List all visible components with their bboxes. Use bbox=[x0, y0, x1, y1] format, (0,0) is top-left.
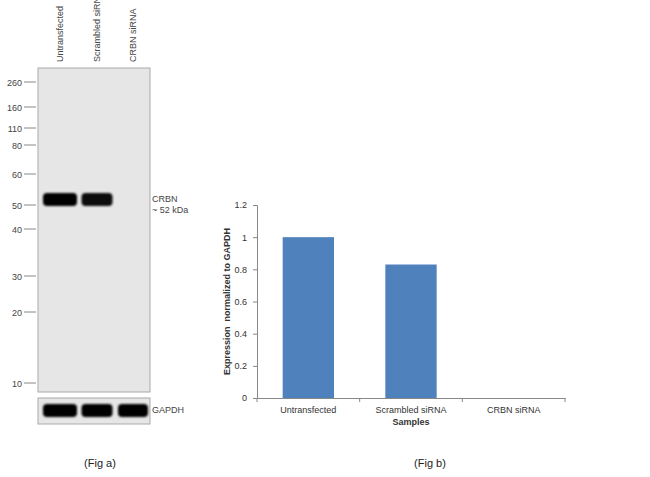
x-tick-label: CRBN siRNA bbox=[487, 405, 541, 415]
y-tick-mark bbox=[253, 205, 257, 206]
y-axis-title: Expression normalized to GAPDH bbox=[222, 228, 232, 375]
marker-tick bbox=[24, 383, 36, 384]
marker-tick bbox=[24, 174, 36, 175]
y-tick: 1 bbox=[242, 233, 257, 243]
y-tick-label: 1.2 bbox=[234, 200, 247, 210]
marker-label: 260 bbox=[7, 78, 22, 88]
y-tick: 0.2 bbox=[234, 361, 257, 371]
marker-tick bbox=[24, 145, 36, 146]
y-tick-label: 0.8 bbox=[234, 265, 247, 275]
lane-label: CRBN siRNA bbox=[128, 8, 138, 62]
marker-label: 160 bbox=[7, 103, 22, 113]
category-divider bbox=[257, 398, 258, 402]
x-tick-label: Untransfected bbox=[280, 405, 336, 415]
figure-svg: 26016011080605040302010UntransfectedScra… bbox=[0, 0, 650, 477]
bar bbox=[385, 265, 436, 398]
marker-label: 110 bbox=[8, 124, 22, 134]
y-tick-mark bbox=[253, 334, 257, 335]
x-tick: Scrambled siRNA bbox=[375, 398, 446, 415]
y-tick-mark bbox=[253, 366, 257, 367]
lane-label: Scrambled siRNA bbox=[92, 0, 102, 62]
y-tick: 0.8 bbox=[234, 265, 257, 275]
bar bbox=[488, 398, 539, 399]
caption: (Fig a) bbox=[84, 457, 116, 469]
blot-panel-gapdh bbox=[38, 398, 150, 424]
marker-label: 60 bbox=[12, 170, 22, 180]
y-tick: 0.6 bbox=[234, 297, 257, 307]
band bbox=[82, 193, 113, 206]
marker-label: 40 bbox=[12, 225, 22, 235]
y-tick-label: 0.4 bbox=[234, 329, 247, 339]
blot: 260 160 110 80 60 50 40 30 20 10 Untransfected Scra… bbox=[7, 0, 188, 424]
band bbox=[43, 404, 77, 417]
y-tick-label: 0 bbox=[242, 393, 247, 403]
marker-label: 50 bbox=[12, 201, 22, 211]
marker-tick bbox=[24, 82, 36, 83]
y-tick-label: 0.6 bbox=[234, 297, 247, 307]
y-tick: 0 bbox=[242, 393, 257, 403]
marker-tick bbox=[24, 205, 36, 206]
y-tick-mark bbox=[253, 302, 257, 303]
marker-label: 30 bbox=[12, 272, 22, 282]
x-tick-label: Scrambled siRNA bbox=[375, 405, 446, 415]
x-axis-title: Samples bbox=[392, 417, 429, 427]
marker-label: 80 bbox=[12, 141, 22, 151]
band bbox=[43, 193, 77, 206]
y-tick: 0.4 bbox=[234, 329, 257, 339]
marker-tick bbox=[24, 229, 36, 230]
y-tick-label: 0.2 bbox=[234, 361, 247, 371]
y-tick-mark bbox=[253, 269, 257, 270]
figure: 26016011080605040302010UntransfectedScra… bbox=[0, 0, 650, 477]
y-axis-line bbox=[253, 206, 258, 399]
y-tick: 1.2 bbox=[234, 200, 257, 210]
marker-tick bbox=[24, 107, 36, 108]
band-label: GAPDH bbox=[152, 405, 184, 415]
bar-chart: 0 0.2 0.4 0.6 0.8 1 1.2 Untransfected Scrambled … bbox=[222, 200, 566, 427]
x-tick: Untransfected bbox=[280, 398, 336, 415]
bar bbox=[283, 237, 334, 398]
band bbox=[118, 193, 148, 206]
category-divider bbox=[565, 398, 566, 402]
x-axis-line bbox=[258, 398, 566, 399]
y-tick-mark bbox=[253, 398, 257, 399]
x-axis: Untransfected Scrambled siRNA CRBN siRNA bbox=[258, 398, 566, 415]
marker-label: 10 bbox=[12, 379, 22, 389]
y-tick-label: 1 bbox=[242, 233, 247, 243]
blot-panel bbox=[38, 68, 150, 392]
bars bbox=[283, 237, 437, 398]
band-label: CRBN bbox=[152, 194, 178, 204]
band bbox=[82, 404, 113, 417]
category-divider bbox=[462, 398, 463, 402]
marker-tick bbox=[24, 128, 36, 129]
band bbox=[118, 404, 148, 417]
y-tick-mark bbox=[253, 237, 257, 238]
category-divider bbox=[359, 398, 360, 402]
band-size-label: ~ 52 kDa bbox=[152, 205, 188, 215]
x-tick: CRBN siRNA bbox=[487, 398, 541, 415]
marker-tick bbox=[24, 312, 36, 313]
y-axis: 0 0.2 0.4 0.6 0.8 1 1.2 bbox=[234, 200, 257, 403]
marker-label: 20 bbox=[12, 308, 22, 318]
lane-label: Untransfected bbox=[55, 6, 65, 62]
marker-tick bbox=[24, 276, 36, 277]
caption: (Fig b) bbox=[414, 457, 446, 469]
